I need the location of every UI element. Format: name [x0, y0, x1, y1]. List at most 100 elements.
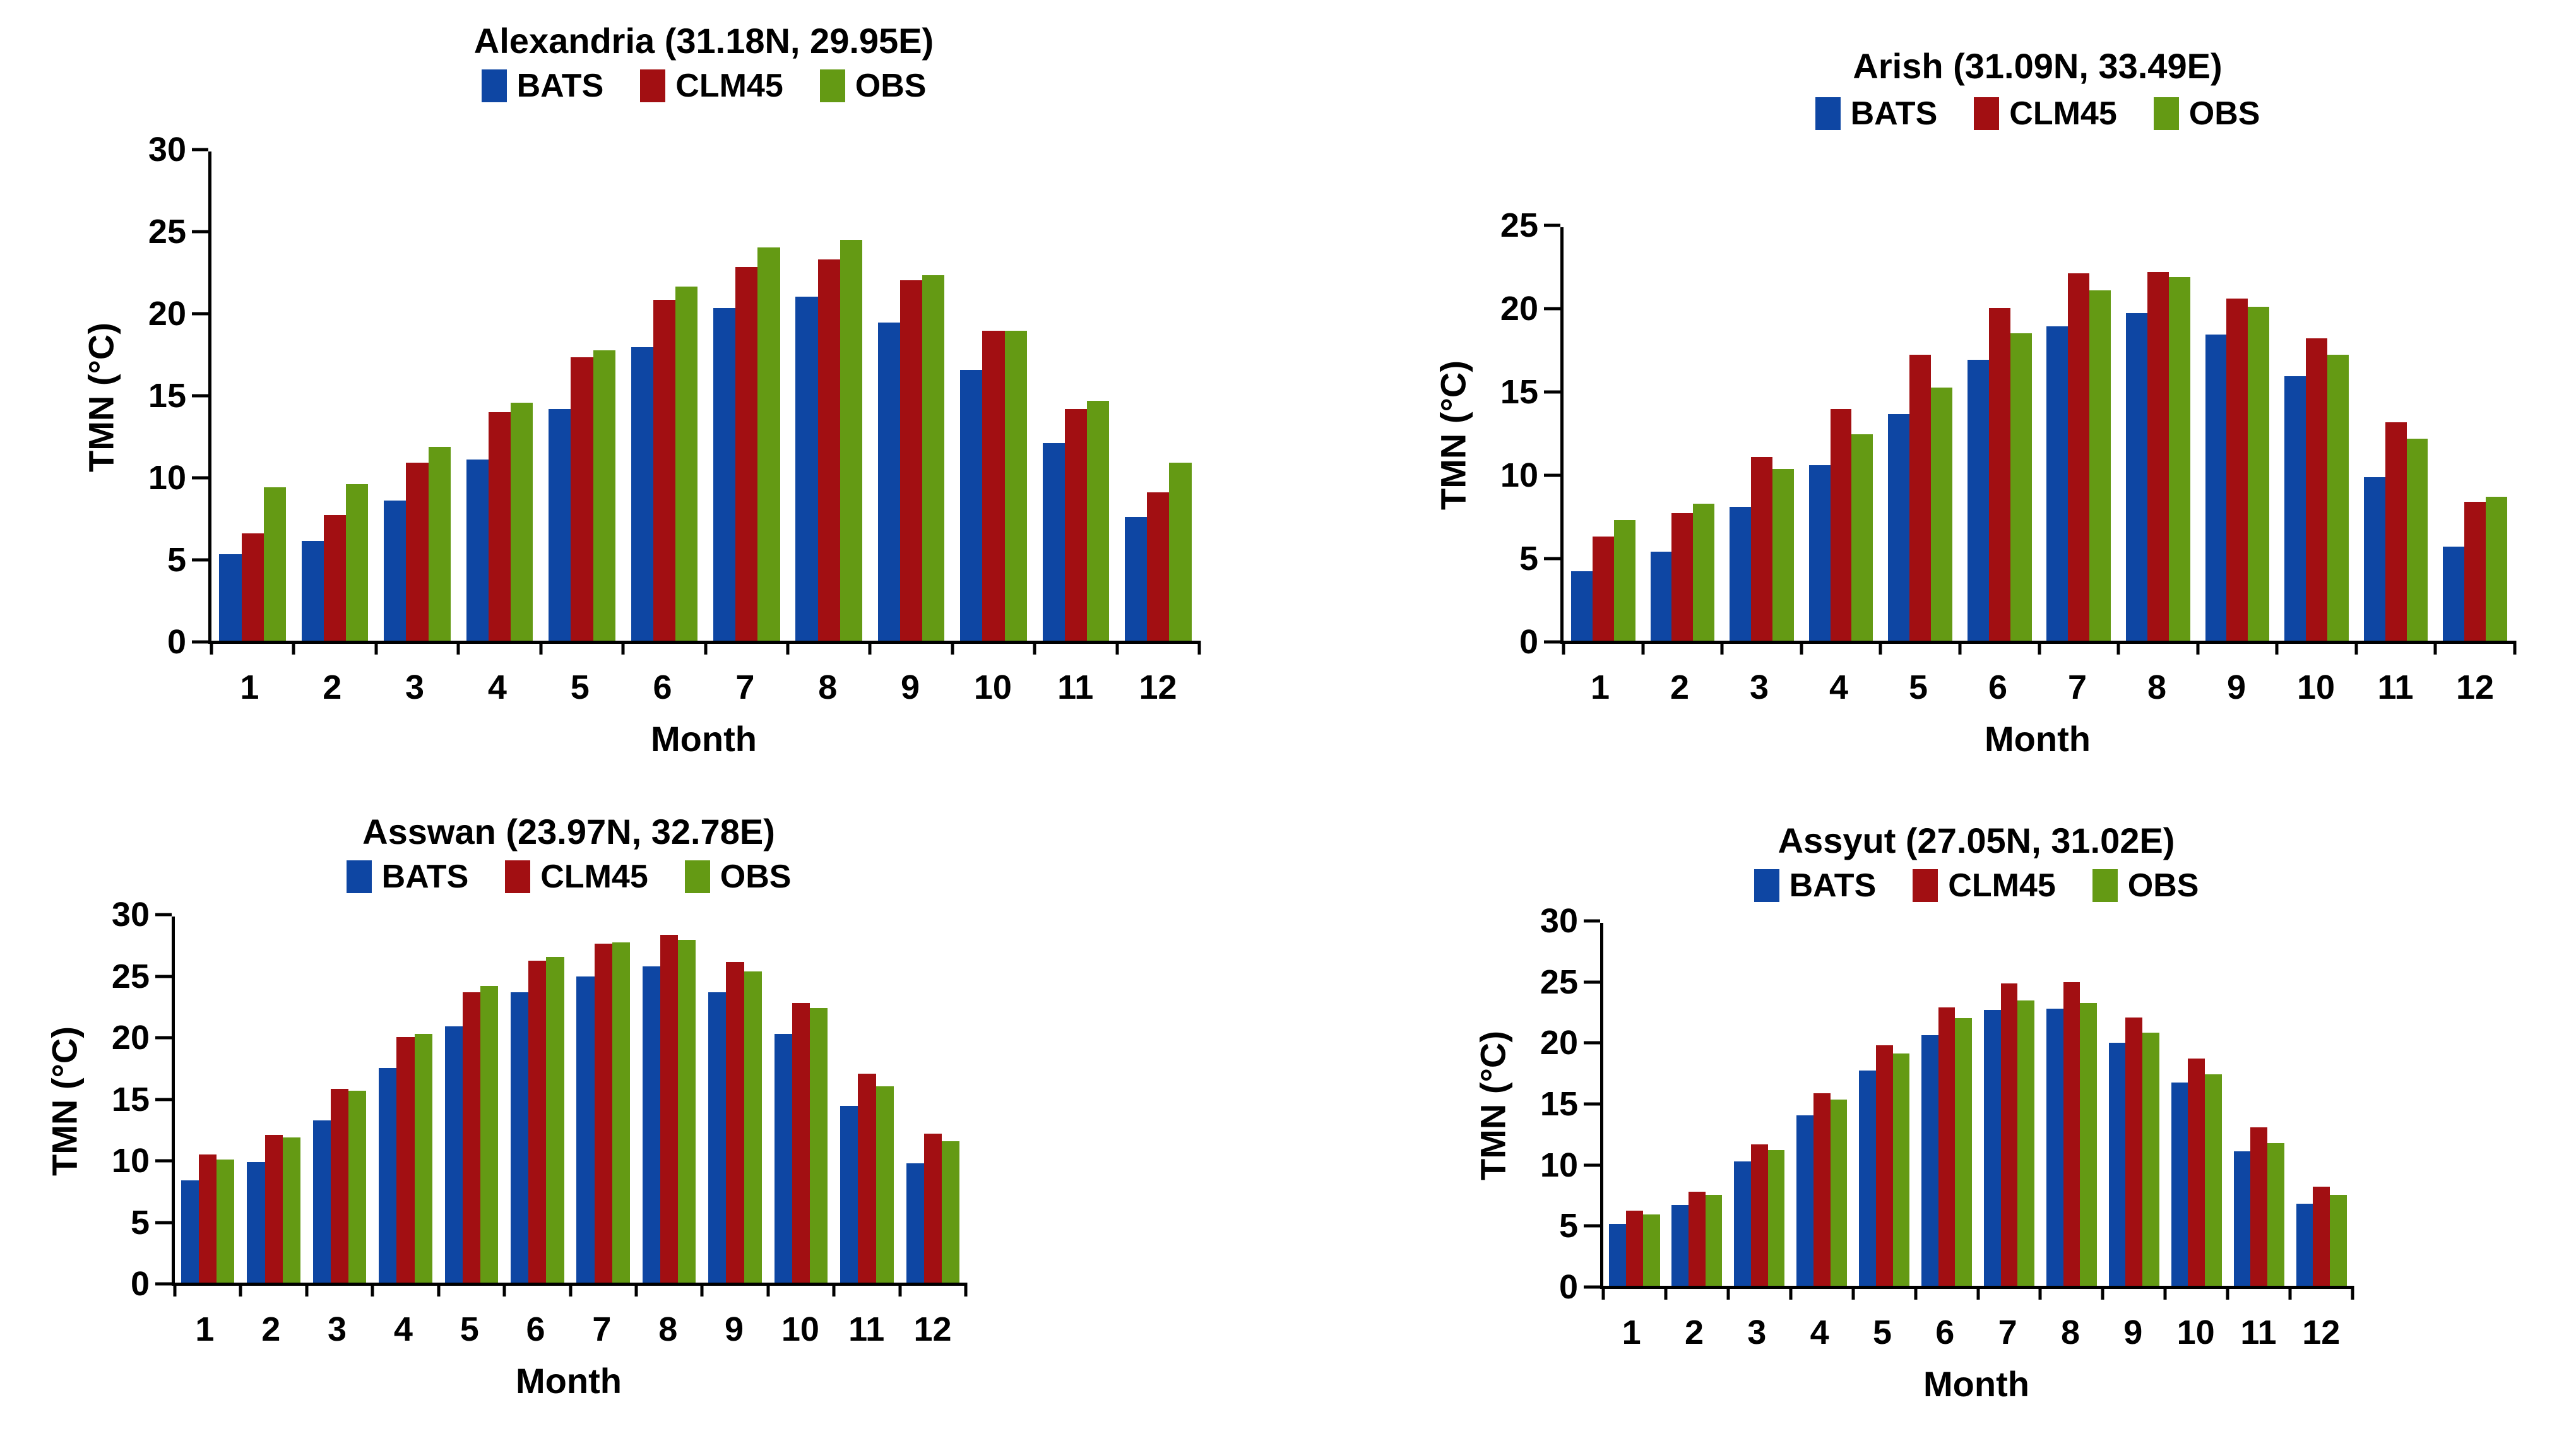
x-tick-mark [437, 1283, 441, 1297]
month-label-1: 1 [195, 1310, 215, 1348]
legend-label: CLM45 [2009, 95, 2117, 132]
bar-clm45-month-2 [1689, 1191, 1706, 1286]
bar-obs-month-6 [2010, 333, 2032, 641]
y-tick-mark [1584, 919, 1600, 923]
bar-clm45-month-9 [2125, 1017, 2143, 1286]
month-label-6: 6 [653, 668, 672, 706]
y-tick-label: 15 [111, 1080, 150, 1119]
month-group-1 [211, 151, 294, 641]
bar-clm45-month-6 [528, 960, 547, 1283]
bar-bats-month-6 [631, 347, 653, 641]
y-tick-label: 30 [111, 896, 150, 934]
month-group-6 [1960, 227, 2039, 641]
legend-item-bats: BATS [346, 858, 468, 896]
bar-clm45-month-10 [982, 331, 1005, 641]
month-label-7: 7 [735, 668, 755, 706]
x-tick-mark [1800, 641, 1803, 655]
clm45-swatch-icon [1913, 869, 1938, 902]
month-label-9: 9 [725, 1310, 744, 1348]
month-label-8: 8 [2060, 1314, 2080, 1351]
y-tick-label: 25 [1500, 206, 1538, 244]
bar-clm45-month-11 [1064, 409, 1088, 641]
month-label-9: 9 [2123, 1314, 2143, 1351]
x-tick-mark [1976, 1286, 1979, 1300]
y-tick-mark [1584, 1224, 1600, 1228]
x-tick-mark [832, 1283, 836, 1297]
bar-obs-month-7 [612, 942, 631, 1283]
obs-swatch-icon [684, 860, 710, 893]
y-tick-mark [192, 640, 208, 644]
bar-obs-month-10 [1004, 331, 1027, 641]
bats-swatch-icon [1815, 97, 1841, 130]
bar-obs-month-5 [593, 350, 615, 641]
y-tick-label: 15 [148, 377, 186, 415]
bar-obs-month-9 [922, 275, 945, 641]
legend-label: CLM45 [540, 858, 648, 895]
bar-clm45-month-4 [396, 1037, 415, 1283]
month-group-4 [458, 151, 540, 641]
bar-clm45-month-9 [2226, 298, 2248, 641]
month-group-9 [2103, 923, 2165, 1286]
bar-clm45-month-7 [594, 943, 612, 1283]
bar-bats-month-10 [774, 1033, 792, 1283]
x-tick-mark [1720, 641, 1724, 655]
legend-item-clm45: CLM45 [640, 67, 783, 105]
x-tick-mark [2351, 1286, 2354, 1300]
month-label-3: 3 [1747, 1314, 1767, 1351]
bats-swatch-icon [1754, 869, 1779, 902]
bar-clm45-month-12 [2313, 1186, 2330, 1286]
plot-area: 0 5 10 15 20 25 30 [1540, 904, 2354, 1304]
bar-obs-month-8 [840, 239, 862, 641]
x-tick-mark [1033, 641, 1036, 655]
month-label-9: 9 [2226, 668, 2247, 706]
month-group-8 [636, 917, 702, 1283]
x-axis-tick-labels: 1 2 3 4 5 6 7 8 9 10 11 12 [1560, 668, 2515, 707]
bar-obs-month-2 [346, 484, 369, 641]
bar-clm45-month-7 [2000, 983, 2018, 1286]
bar-bats-month-3 [1734, 1161, 1751, 1286]
x-tick-mark [1726, 1286, 1730, 1300]
month-group-4 [372, 917, 438, 1283]
month-group-3 [1722, 227, 1801, 641]
bar-clm45-month-11 [858, 1074, 876, 1283]
x-axis-label: Month [1923, 1364, 2029, 1404]
bar-clm45-month-11 [2250, 1127, 2268, 1286]
month-label-12: 12 [1139, 668, 1177, 706]
month-label-4: 4 [1810, 1314, 1829, 1351]
bar-bats-month-3 [312, 1120, 331, 1283]
y-tick-mark [1584, 980, 1600, 984]
bar-bats-month-7 [576, 976, 595, 1283]
bar-obs-month-1 [1642, 1214, 1660, 1286]
bar-clm45-month-3 [330, 1088, 349, 1283]
bar-obs-month-9 [2142, 1033, 2159, 1286]
bar-bats-month-10 [2171, 1083, 2188, 1286]
bar-bats-month-5 [549, 409, 571, 641]
bar-bats-month-9 [2205, 335, 2227, 641]
bar-obs-month-3 [1772, 468, 1794, 641]
month-group-2 [294, 151, 376, 641]
month-label-5: 5 [570, 668, 590, 706]
y-tick-mark [1544, 473, 1560, 477]
month-group-11 [2228, 923, 2290, 1286]
x-axis-label: Month [651, 719, 757, 759]
x-axis-tick-labels: 1 2 3 4 5 6 7 8 9 10 11 12 [172, 1310, 966, 1349]
month-label-4: 4 [1829, 668, 1849, 706]
y-tick-label: 5 [1558, 1207, 1578, 1245]
x-tick-mark [2163, 1286, 2167, 1300]
x-tick-mark [1562, 641, 1565, 655]
x-tick-mark [2354, 641, 2358, 655]
x-tick-mark [1879, 641, 1882, 655]
bar-bats-month-1 [1609, 1224, 1627, 1286]
month-label-11: 11 [848, 1310, 885, 1348]
bar-clm45-month-8 [2063, 982, 2080, 1286]
x-tick-mark [305, 1283, 309, 1297]
x-tick-mark [1914, 1286, 1918, 1300]
y-tick-label: 25 [111, 957, 150, 995]
month-group-4 [1791, 923, 1853, 1286]
bar-obs-month-2 [1693, 503, 1715, 641]
bar-bats-month-12 [906, 1163, 924, 1283]
bar-bats-month-11 [1042, 443, 1065, 641]
month-group-7 [571, 917, 636, 1283]
bar-clm45-month-9 [726, 961, 744, 1283]
y-tick-mark [192, 312, 208, 316]
